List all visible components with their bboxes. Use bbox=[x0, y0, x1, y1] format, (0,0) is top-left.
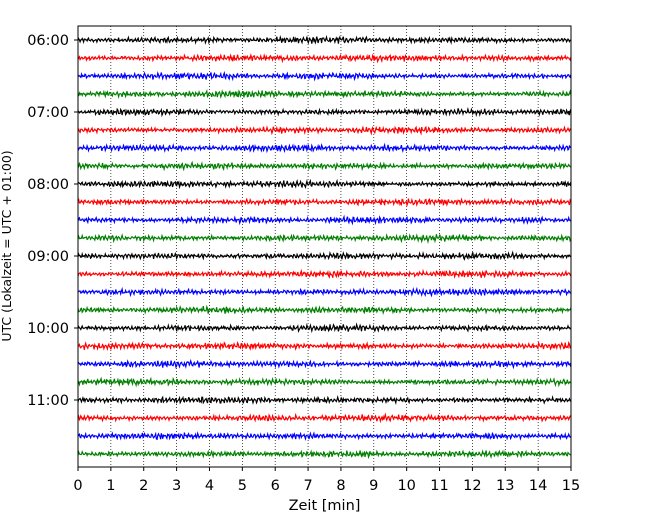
trace-06:00 bbox=[77, 34, 572, 45]
trace-06:45 bbox=[77, 89, 572, 99]
x-tick-label-11: 11 bbox=[430, 478, 448, 494]
x-tick-label-1: 1 bbox=[106, 478, 115, 494]
x-tick-label-7: 7 bbox=[303, 478, 312, 494]
seismic-traces bbox=[77, 34, 572, 460]
trace-10:15 bbox=[77, 340, 572, 352]
x-axis-label: Zeit [min] bbox=[289, 498, 361, 514]
trace-08:30 bbox=[77, 214, 572, 226]
trace-11:00 bbox=[77, 395, 572, 406]
x-tick-label-10: 10 bbox=[397, 478, 415, 494]
y-axis-label: UTC (Lokalzeit = UTC + 01:00) bbox=[0, 150, 14, 341]
y-tick-label-06:00: 06:00 bbox=[27, 33, 69, 49]
trace-07:15 bbox=[78, 125, 571, 136]
y-tick-label-09:00: 09:00 bbox=[27, 249, 69, 265]
trace-10:00 bbox=[77, 322, 572, 334]
x-axis-ticks: 0 1 2 3 4 5 6 7 8 9 10 11 12 13 14 15 bbox=[73, 467, 580, 494]
x-tick-label-0: 0 bbox=[73, 478, 82, 494]
x-tick-label-15: 15 bbox=[562, 478, 580, 494]
y-tick-label-10:00: 10:00 bbox=[27, 321, 69, 337]
trace-08:45 bbox=[77, 233, 572, 244]
trace-07:00 bbox=[77, 106, 572, 118]
x-tick-label-2: 2 bbox=[139, 478, 148, 494]
trace-08:00 bbox=[77, 178, 572, 190]
x-tick-label-3: 3 bbox=[172, 478, 181, 494]
trace-10:30 bbox=[77, 358, 572, 370]
trace-06:30 bbox=[77, 70, 572, 82]
trace-09:45 bbox=[77, 304, 572, 316]
x-tick-label-4: 4 bbox=[205, 478, 214, 494]
trace-09:00 bbox=[77, 250, 572, 261]
trace-07:45 bbox=[77, 160, 572, 172]
trace-11:15 bbox=[77, 412, 572, 424]
trace-08:15 bbox=[77, 197, 572, 208]
y-tick-label-11:00: 11:00 bbox=[27, 393, 69, 409]
trace-09:30 bbox=[77, 286, 572, 298]
trace-06:15 bbox=[77, 53, 572, 64]
x-tick-label-8: 8 bbox=[336, 478, 345, 494]
y-tick-label-07:00: 07:00 bbox=[27, 105, 69, 121]
x-tick-label-6: 6 bbox=[271, 478, 280, 494]
x-tick-label-5: 5 bbox=[238, 478, 247, 494]
x-tick-label-12: 12 bbox=[463, 478, 481, 494]
trace-07:30 bbox=[77, 142, 572, 154]
y-axis-ticks: 06:00 07:00 08:00 09:00 10:00 11:00 bbox=[27, 33, 78, 409]
trace-11:45 bbox=[77, 449, 571, 460]
trace-09:15 bbox=[77, 268, 572, 279]
x-tick-label-14: 14 bbox=[529, 478, 547, 494]
plot-frame bbox=[77, 25, 572, 468]
trace-11:30 bbox=[77, 430, 572, 441]
y-tick-label-08:00: 08:00 bbox=[27, 177, 69, 193]
x-tick-label-9: 9 bbox=[369, 478, 378, 494]
x-tick-label-13: 13 bbox=[496, 478, 514, 494]
trace-10:45 bbox=[77, 376, 572, 388]
